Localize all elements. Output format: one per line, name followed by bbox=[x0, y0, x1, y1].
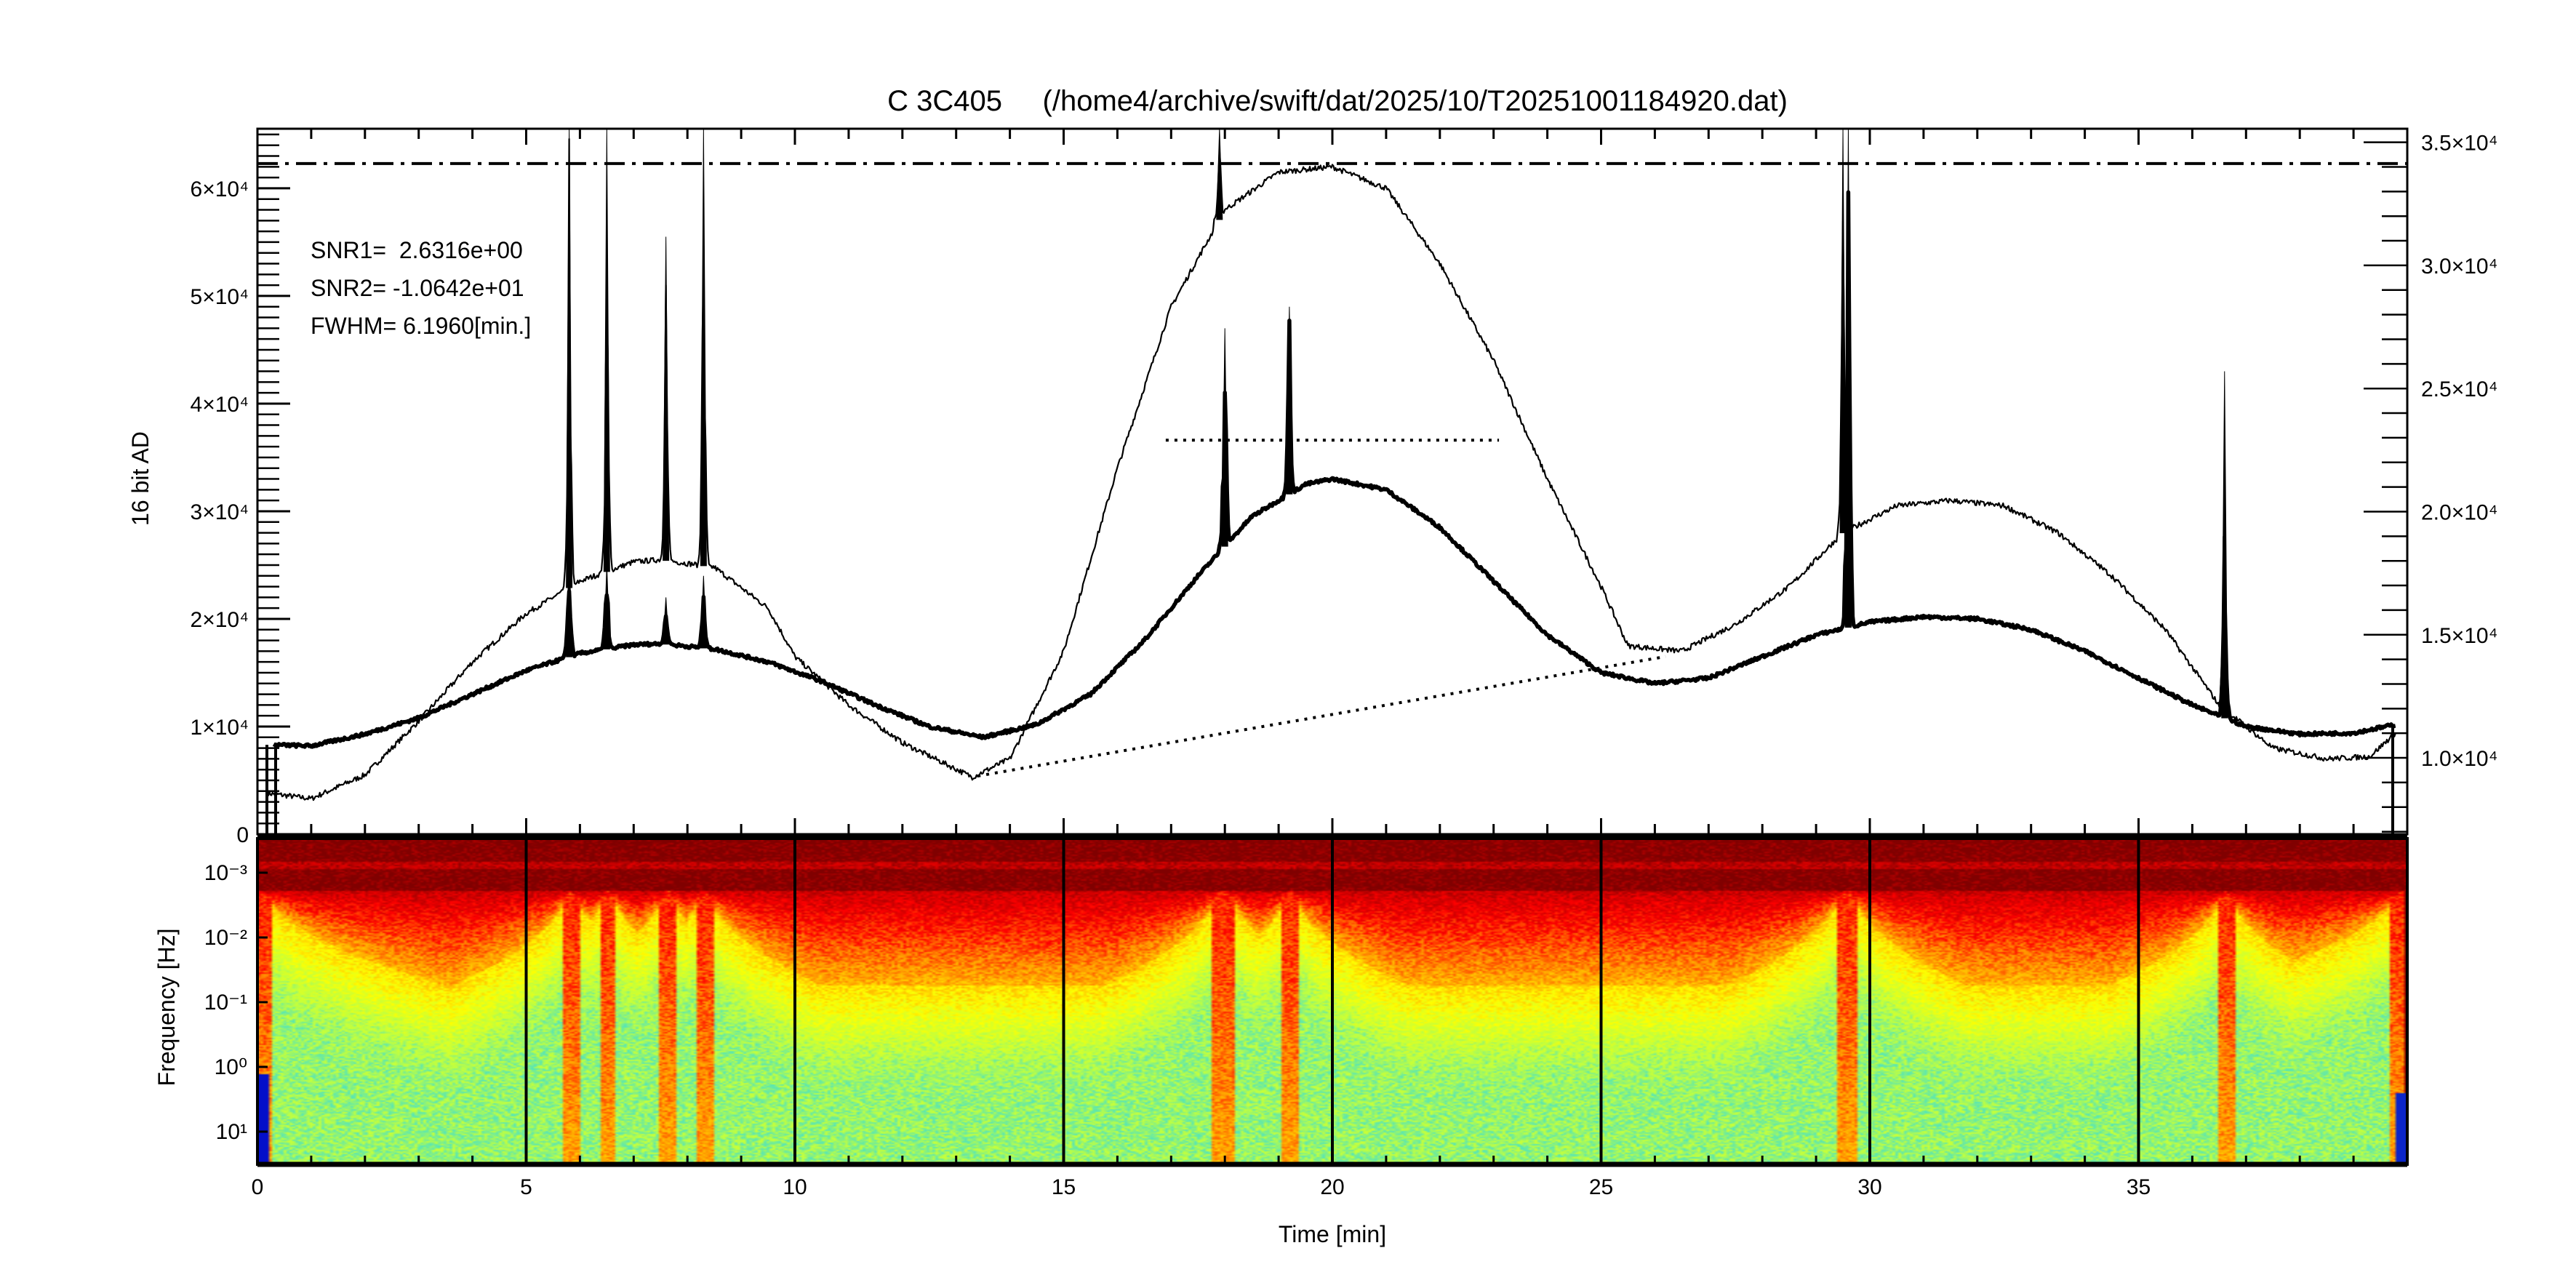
frequency-axis-label: Frequency [Hz] bbox=[153, 929, 180, 1087]
spike-mark bbox=[700, 129, 706, 566]
figure: C 3C405 (/home4/archive/swift/dat/2025/1… bbox=[0, 0, 2576, 1288]
thick-series-line bbox=[273, 192, 2396, 747]
y-tick-label: 0 bbox=[236, 823, 249, 847]
spike-mark bbox=[604, 129, 609, 572]
y-tick-label: 3×10⁴ bbox=[191, 500, 249, 524]
y2-tick-label: 1.0×10⁴ bbox=[2421, 747, 2497, 771]
fwhm-annotation: FWHM= 6.1960[min.] bbox=[311, 313, 531, 339]
spike-mark bbox=[663, 237, 669, 561]
snr1-annotation: SNR1= 2.6316e+00 bbox=[311, 237, 523, 263]
y2-tick-label: 3.5×10⁴ bbox=[2421, 132, 2497, 156]
y2-tick-label: 2.0×10⁴ bbox=[2421, 500, 2497, 524]
x-axis-label: Time [min] bbox=[1279, 1221, 1386, 1247]
y2-tick-label: 1.5×10⁴ bbox=[2421, 624, 2497, 648]
snr2-annotation: SNR2= -1.0642e+01 bbox=[311, 275, 524, 301]
light-curve-panel bbox=[257, 129, 2407, 834]
thin-series-line bbox=[268, 139, 2396, 800]
y2-tick-label: 3.0×10⁴ bbox=[2421, 255, 2497, 279]
spike-mark bbox=[1840, 129, 1846, 533]
y-tick-label: 2×10⁴ bbox=[191, 608, 249, 632]
y-tick-label: 6×10⁴ bbox=[191, 177, 249, 201]
wavelet-spectrogram bbox=[257, 839, 2407, 1164]
y-tick-label: 5×10⁴ bbox=[191, 285, 249, 309]
y-tick-label: 1×10⁴ bbox=[191, 716, 249, 740]
curves-group bbox=[257, 129, 2407, 834]
spike-mark bbox=[567, 129, 572, 588]
axes: 0 1×10⁴ 2×10⁴ 3×10⁴ 4×10⁴ 5×10⁴ 6×10⁴ 1.0×10⁴ 1.… bbox=[191, 129, 2498, 847]
chart-title: C 3C405 (/home4/archive/swift/dat/2025/1… bbox=[887, 85, 1788, 117]
baseline-line bbox=[977, 657, 1665, 776]
top-panel-frame bbox=[257, 129, 2407, 834]
y2-tick-label: 2.5×10⁴ bbox=[2421, 377, 2497, 401]
y-axis-label: 16 bit AD bbox=[127, 431, 153, 526]
y-tick-label: 4×10⁴ bbox=[191, 393, 249, 417]
